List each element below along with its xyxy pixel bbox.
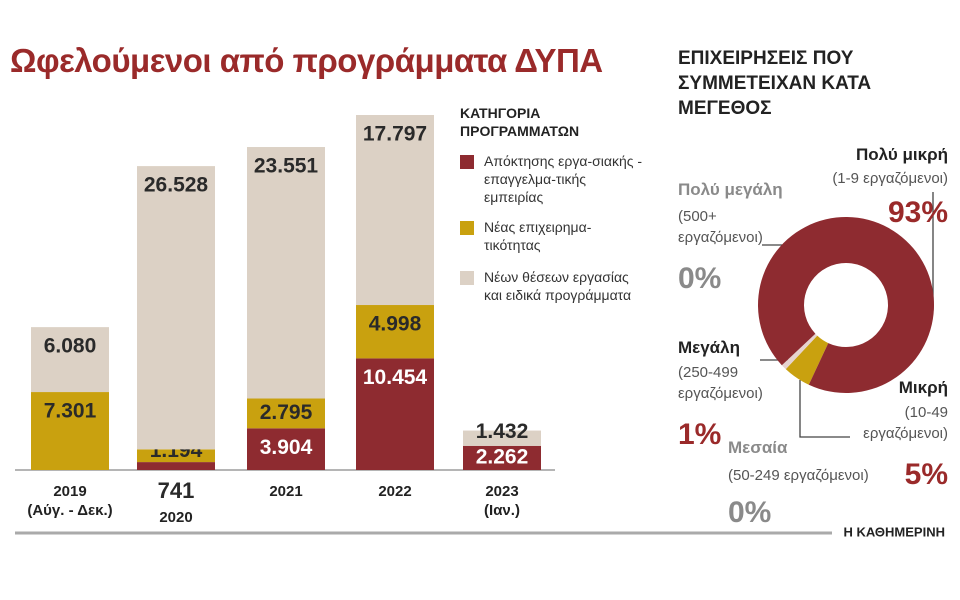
donut-slice [785,335,829,385]
bar-segment [31,327,109,393]
slice-detail: (250-499 εργαζόμενοι) [678,364,763,402]
value-label: 23.551 [254,155,319,178]
x-tick-label: 2020 [159,509,192,526]
value-label: 741 [158,478,195,503]
chart-title: Ωφελούμενοι από προγράμματα ΔΥΠΑ [10,42,603,79]
x-tick-label: (Αύγ. - Δεκ.) [27,502,112,519]
legend-label: Νέας επιχειρημα-τικότητας [484,219,592,253]
value-label: 1.432 [476,420,529,443]
slice-name: Μεσαία [728,438,788,457]
bar-segment [247,428,325,470]
legend-swatch [460,271,474,285]
slice-detail: (500+ εργαζόμενοι) [678,208,763,246]
legend-label: Απόκτησης εργα-σιακής - επαγγελμα-τικής … [484,153,643,205]
donut-slice [781,333,818,370]
slice-detail: (1-9 εργαζόμενοι) [832,170,948,187]
legend-swatch [460,155,474,169]
donut-slice [758,217,935,394]
source: Η ΚΑΘΗΜΕΡΙΝΗ [844,524,946,539]
value-label: 6.080 [44,335,97,358]
legend-label: Νέων θέσεων εργασίας και ειδικά προγράμμ… [484,269,632,303]
bar-segment [247,398,325,429]
slice-value: 0% [728,496,772,529]
value-label: 3.904 [260,436,313,459]
value-label: 10.454 [363,366,428,389]
bar-segment [247,147,325,399]
slice-value: 5% [904,458,948,491]
x-tick-label: 2023 [485,483,518,500]
slice-name: Πολύ μικρή [856,145,948,164]
bar-segment [137,166,215,450]
value-label: 7.301 [44,400,97,423]
value-label: 2.262 [476,445,529,468]
value-label: 2.795 [260,401,313,424]
x-tick-label: (Ιαν.) [484,502,520,519]
x-tick-label: 2021 [269,483,302,500]
bar-segment [356,358,434,470]
slice-detail: (50-249 εργαζόμενοι) [728,467,869,484]
donut-title: ΕΠΙΧΕΙΡΗΣΕΙΣ ΠΟΥ ΣΥΜΜΕΤΕΙΧΑΝ ΚΑΤΑ ΜΕΓΕΘΟ… [678,48,872,119]
slice-value: 93% [887,196,948,229]
slice-name: Πολύ μεγάλη [678,180,783,199]
value-label: 17.797 [363,123,427,146]
bar-segment [463,445,541,470]
slice-name: Μικρή [898,378,948,397]
value-label: 26.528 [144,174,209,197]
bar-segment [137,462,215,470]
x-tick-label: 2022 [378,483,411,500]
slice-detail: (10-49 εργαζόμενοι) [863,404,948,442]
legend-title: ΚΑΤΗΓΟΡΙΑ ΠΡΟΓΡΑΜΜΑΤΩΝ [460,105,580,139]
x-tick-label: 2019 [53,483,86,500]
bar-segment [31,392,109,470]
slice-value: 1% [678,418,722,451]
bar-segment [463,430,541,446]
legend-swatch [460,221,474,235]
bar-segment [137,449,215,463]
slice-name: Μεγάλη [678,338,740,357]
value-label: 4.998 [369,313,422,336]
leader-line [799,380,850,438]
slice-value: 0% [678,262,722,295]
bar-segment [356,305,434,359]
bar-segment [356,115,434,306]
